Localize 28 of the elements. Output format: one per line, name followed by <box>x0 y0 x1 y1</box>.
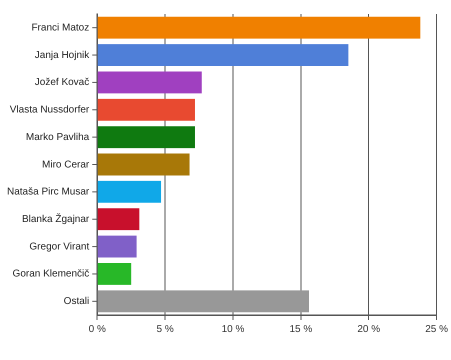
bar <box>98 44 348 66</box>
y-tick-label: Gregor Virant <box>29 241 90 252</box>
x-tick-label: 0 % <box>88 324 106 335</box>
bar <box>98 16 420 39</box>
x-tick-label: 20 % <box>357 324 380 335</box>
bar <box>98 71 202 94</box>
y-tick-label: Janja Hojnik <box>34 50 90 61</box>
y-tick-label: Franci Matoz <box>31 22 90 34</box>
y-tick-label: Miro Cerar <box>42 159 90 170</box>
y-tick-label: Blanka Žgajnar <box>22 212 90 225</box>
y-tick-label: Ostali <box>64 296 90 308</box>
x-tick-label: 5 % <box>156 324 174 335</box>
bar <box>98 126 195 148</box>
y-tick-label: Marko Pavliha <box>26 132 90 143</box>
bar <box>98 290 310 312</box>
x-tick-label: 10 % <box>222 324 244 335</box>
y-tick-label: Goran Klemenčič <box>12 268 90 280</box>
x-tick-label: 15 % <box>289 324 312 335</box>
bar <box>98 98 195 121</box>
bar <box>98 180 162 203</box>
bar <box>98 208 140 230</box>
y-tick-label: Nataša Pirc Musar <box>6 186 90 198</box>
y-tick-label: Vlasta Nussdorfer <box>10 104 90 116</box>
bar <box>98 263 132 285</box>
y-tick-label: Jožef Kovač <box>34 77 90 88</box>
x-tick-label: 25 % <box>425 324 448 335</box>
bar <box>98 154 190 176</box>
bar <box>98 236 137 258</box>
